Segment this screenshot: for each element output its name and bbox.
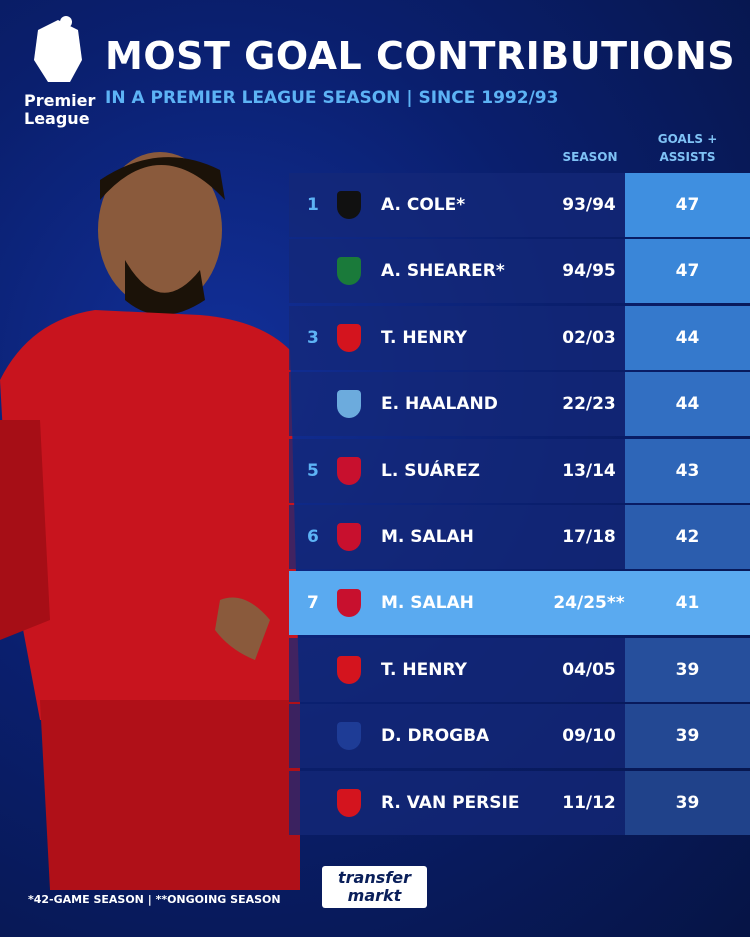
club-badge — [337, 323, 361, 352]
rank: 1 — [307, 195, 319, 215]
player: T. HENRY — [381, 659, 467, 680]
rank: 5 — [307, 460, 319, 481]
season: 02/03 — [562, 327, 616, 348]
table-row: T. HENRY 04/05 39 — [289, 637, 750, 702]
logo-line: League — [24, 109, 90, 128]
goal-contributions: 39 — [625, 704, 750, 769]
column-header: SEASON — [562, 150, 618, 164]
player: L. SUÁREZ — [381, 460, 480, 481]
season: 22/23 — [562, 394, 616, 415]
title: MOST GOAL CONTRIBUTIONS — [105, 34, 736, 78]
player: M. SALAH — [381, 527, 474, 547]
season: 93/94 — [562, 195, 616, 215]
club-badge — [337, 456, 361, 485]
table-row: 6 M. SALAH 17/18 42 — [289, 505, 750, 569]
season: 94/95 — [562, 261, 616, 282]
subtitle: IN A PREMIER LEAGUE SEASON | SINCE 1992/… — [105, 88, 559, 108]
table-row: R. VAN PERSIE 11/12 39 — [289, 770, 750, 835]
goal-contributions: 42 — [625, 505, 750, 569]
rank: 7 — [307, 593, 319, 614]
goal-contributions: 44 — [625, 305, 750, 370]
player: A. COLE* — [381, 195, 466, 215]
column-header: GOALS + ASSISTS — [657, 132, 718, 164]
goal-contributions: 47 — [625, 239, 750, 304]
brand-line: markt — [347, 886, 402, 905]
club-badge — [337, 722, 361, 751]
table-row: E. HAALAND 22/23 44 — [289, 372, 750, 437]
goal-contributions: 39 — [625, 637, 750, 702]
season: 09/10 — [562, 726, 616, 747]
player: D. DROGBA — [381, 726, 490, 747]
club-badge — [337, 655, 361, 684]
goal-contributions: 47 — [625, 173, 750, 237]
club-badge — [337, 523, 361, 551]
season: 17/18 — [562, 527, 616, 547]
rank: 3 — [307, 327, 319, 348]
player: E. HAALAND — [381, 394, 498, 415]
logo-line: Premier — [24, 91, 96, 110]
table-row: 7 M. SALAH 24/25** 41 — [289, 571, 750, 636]
club-badge — [337, 257, 361, 286]
season: 11/12 — [562, 792, 616, 813]
table-row: 3 T. HENRY 02/03 44 — [289, 305, 750, 370]
season: 04/05 — [562, 659, 616, 680]
player: R. VAN PERSIE — [381, 792, 520, 813]
goal-contributions: 41 — [675, 593, 700, 614]
club-badge — [337, 191, 361, 219]
club-badge — [337, 589, 361, 618]
season: 13/14 — [562, 460, 616, 481]
footnote: *42-GAME SEASON | **ONGOING SEASON — [28, 893, 281, 906]
player: A. SHEARER* — [381, 261, 505, 282]
rank: 6 — [307, 527, 319, 547]
player-photo — [0, 152, 300, 890]
player: T. HENRY — [381, 327, 467, 348]
logo-text: Premier League — [24, 92, 95, 128]
brand-logo: transfer markt — [322, 866, 427, 908]
brand-line: transfer — [338, 868, 411, 887]
goal-contributions: 44 — [625, 372, 750, 437]
table-row: 1 A. COLE* 93/94 47 — [289, 173, 750, 237]
season: 24/25** — [553, 593, 625, 614]
league-lion-logo — [34, 16, 82, 82]
table-row: A. SHEARER* 94/95 47 — [289, 239, 750, 304]
table-row: D. DROGBA 09/10 39 — [289, 704, 750, 769]
goal-contributions: 43 — [625, 438, 750, 503]
table-row: 5 L. SUÁREZ 13/14 43 — [289, 438, 750, 503]
club-badge — [337, 788, 361, 817]
goal-contributions: 39 — [625, 770, 750, 835]
club-badge — [337, 390, 361, 419]
player: M. SALAH — [381, 593, 474, 614]
